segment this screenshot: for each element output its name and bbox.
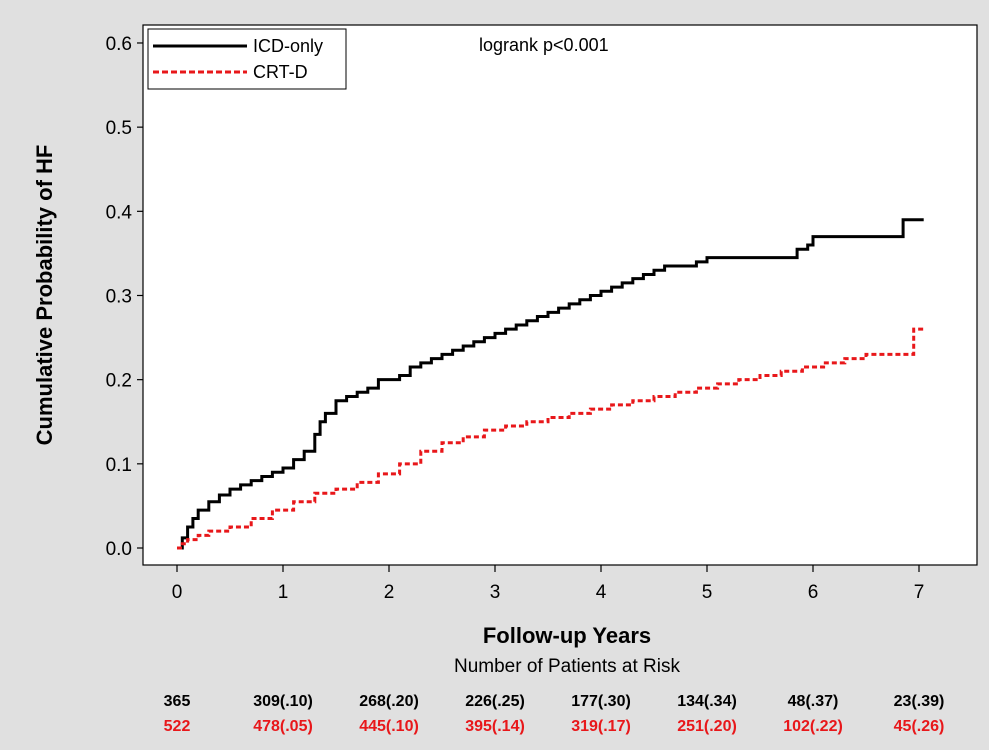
x-tick-label: 7 [914, 582, 925, 603]
x-tick-label: 3 [490, 582, 501, 603]
plot-area [142, 24, 978, 566]
y-tick-label: 0.1 [106, 455, 132, 476]
y-tick-label: 0.6 [106, 34, 132, 55]
risk-cell: 478(.05) [253, 718, 313, 735]
risk-cell: 445(.10) [359, 718, 419, 735]
legend-label-crt-d: CRT-D [253, 62, 308, 82]
risk-cell: 309(.10) [253, 693, 313, 710]
y-axis: 0.0 0.1 0.2 0.3 0.4 0.5 0.6 [106, 34, 143, 560]
y-tick-label: 0.3 [106, 286, 132, 307]
x-tick-label: 2 [384, 582, 395, 603]
series-line-icd-only [177, 218, 924, 550]
risk-cell: 226(.25) [465, 693, 525, 710]
x-tick-label: 0 [172, 582, 183, 603]
risk-table: 365 309(.10) 268(.20) 226(.25) 177(.30) 134(.… [164, 693, 945, 735]
y-tick-label: 0.5 [106, 118, 132, 139]
x-axis-title: Follow-up Years [483, 623, 651, 648]
risk-cell: 522 [164, 718, 191, 735]
y-tick-label: 0.2 [106, 371, 132, 392]
y-tick-label: 0.0 [106, 539, 132, 560]
x-tick-label: 1 [278, 582, 289, 603]
y-axis-title: Cumulative Probability of HF [32, 145, 57, 446]
risk-cell: 177(.30) [571, 693, 631, 710]
series-line-crt-d [177, 327, 924, 550]
y-tick-label: 0.4 [106, 202, 133, 223]
legend: ICD-only CRT-D [147, 28, 347, 90]
risk-cell: 134(.34) [677, 693, 737, 710]
risk-cell: 365 [164, 693, 191, 710]
risk-cell: 48(.37) [788, 693, 839, 710]
legend-label-icd-only: ICD-only [253, 36, 323, 56]
risk-cell: 45(.26) [894, 718, 945, 735]
risk-cell: 395(.14) [465, 718, 525, 735]
risk-table-title: Number of Patients at Risk [454, 656, 680, 677]
x-tick-label: 6 [808, 582, 819, 603]
risk-cell: 319(.17) [571, 718, 631, 735]
series-layer [177, 218, 924, 550]
x-tick-label: 4 [596, 582, 607, 603]
risk-cell: 268(.20) [359, 693, 419, 710]
logrank-annotation: logrank p<0.001 [479, 35, 609, 55]
x-tick-label: 5 [702, 582, 713, 603]
legend-box [147, 28, 347, 90]
risk-cell: 251(.20) [677, 718, 737, 735]
x-axis: 0 1 2 3 4 5 6 7 [172, 565, 925, 603]
risk-cell: 102(.22) [783, 718, 843, 735]
risk-cell: 23(.39) [894, 693, 945, 710]
